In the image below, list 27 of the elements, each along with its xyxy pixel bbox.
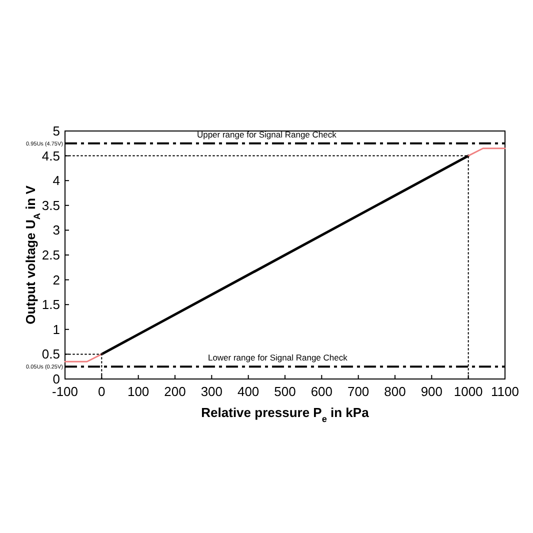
- x-tick-label: 1000: [454, 384, 483, 399]
- y-tick-label: 4.5: [42, 148, 60, 164]
- y-tick-label: 1: [52, 322, 60, 337]
- y-tick-label: 3: [52, 222, 60, 238]
- y-tick-label: 3.5: [42, 198, 60, 213]
- x-tick-label: 200: [164, 384, 186, 399]
- x-tick-label: 400: [237, 384, 260, 399]
- x-tick-label: 800: [384, 384, 406, 399]
- y-tick-label: 2.5: [42, 248, 60, 262]
- x-tick-label: 600: [310, 384, 333, 399]
- x-tick-label: 700: [347, 384, 370, 399]
- x-tick-label: 1100: [491, 384, 519, 399]
- y-tick-label: 2: [52, 272, 60, 288]
- annotation: Lower range for Signal Range Check: [208, 352, 348, 363]
- x-tick-label: 300: [200, 384, 223, 399]
- y-tick-label: 4: [52, 173, 60, 188]
- x-tick-label: 900: [420, 384, 443, 399]
- x-tick-label: 500: [274, 384, 296, 399]
- y-tick-label: 0: [52, 372, 60, 386]
- x-tick-label: 100: [127, 384, 150, 399]
- y-tick-label: 0.5: [42, 346, 60, 362]
- annotation: Upper range for Signal Range Check: [196, 129, 338, 140]
- x-tick-label: -100: [52, 384, 78, 399]
- x-tick-label: 0: [98, 384, 106, 399]
- x-axis-title: Relative pressure P$_{e}$ in kPa: [201, 405, 370, 424]
- y-tick-label: 1.5: [42, 297, 60, 312]
- y-tick-label: 5: [52, 124, 60, 138]
